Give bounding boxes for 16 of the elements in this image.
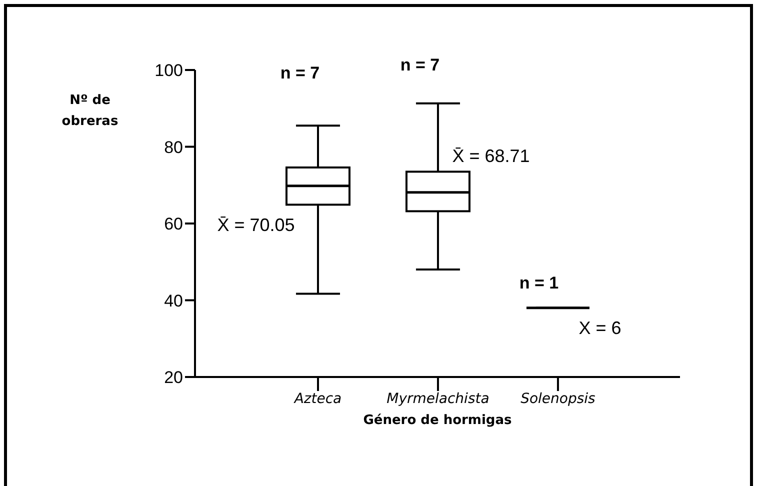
annotation: X̄ = 70.05 — [217, 215, 295, 235]
x-tick-label: Solenopsis — [520, 390, 596, 407]
y-axis-title: Nº de obreras — [60, 92, 120, 131]
x-tick-label: Azteca — [293, 390, 342, 407]
y-tick-label: 20 — [164, 368, 183, 388]
y-tick-label: 60 — [164, 214, 183, 234]
annotation: n = 1 — [519, 274, 559, 292]
y-tick-label: 40 — [164, 291, 183, 310]
annotation: X̄ = 68.71 — [452, 146, 530, 166]
x-axis-title: Género de hormigas — [363, 413, 512, 428]
annotation: n = 7 — [400, 56, 440, 74]
y-tick-label: 100 — [154, 61, 183, 80]
x-tick-label: Myrmelachista — [386, 390, 490, 407]
y-tick-label: 80 — [164, 138, 183, 157]
annotation: n = 7 — [280, 64, 320, 82]
annotation: X = 6 — [578, 318, 622, 338]
